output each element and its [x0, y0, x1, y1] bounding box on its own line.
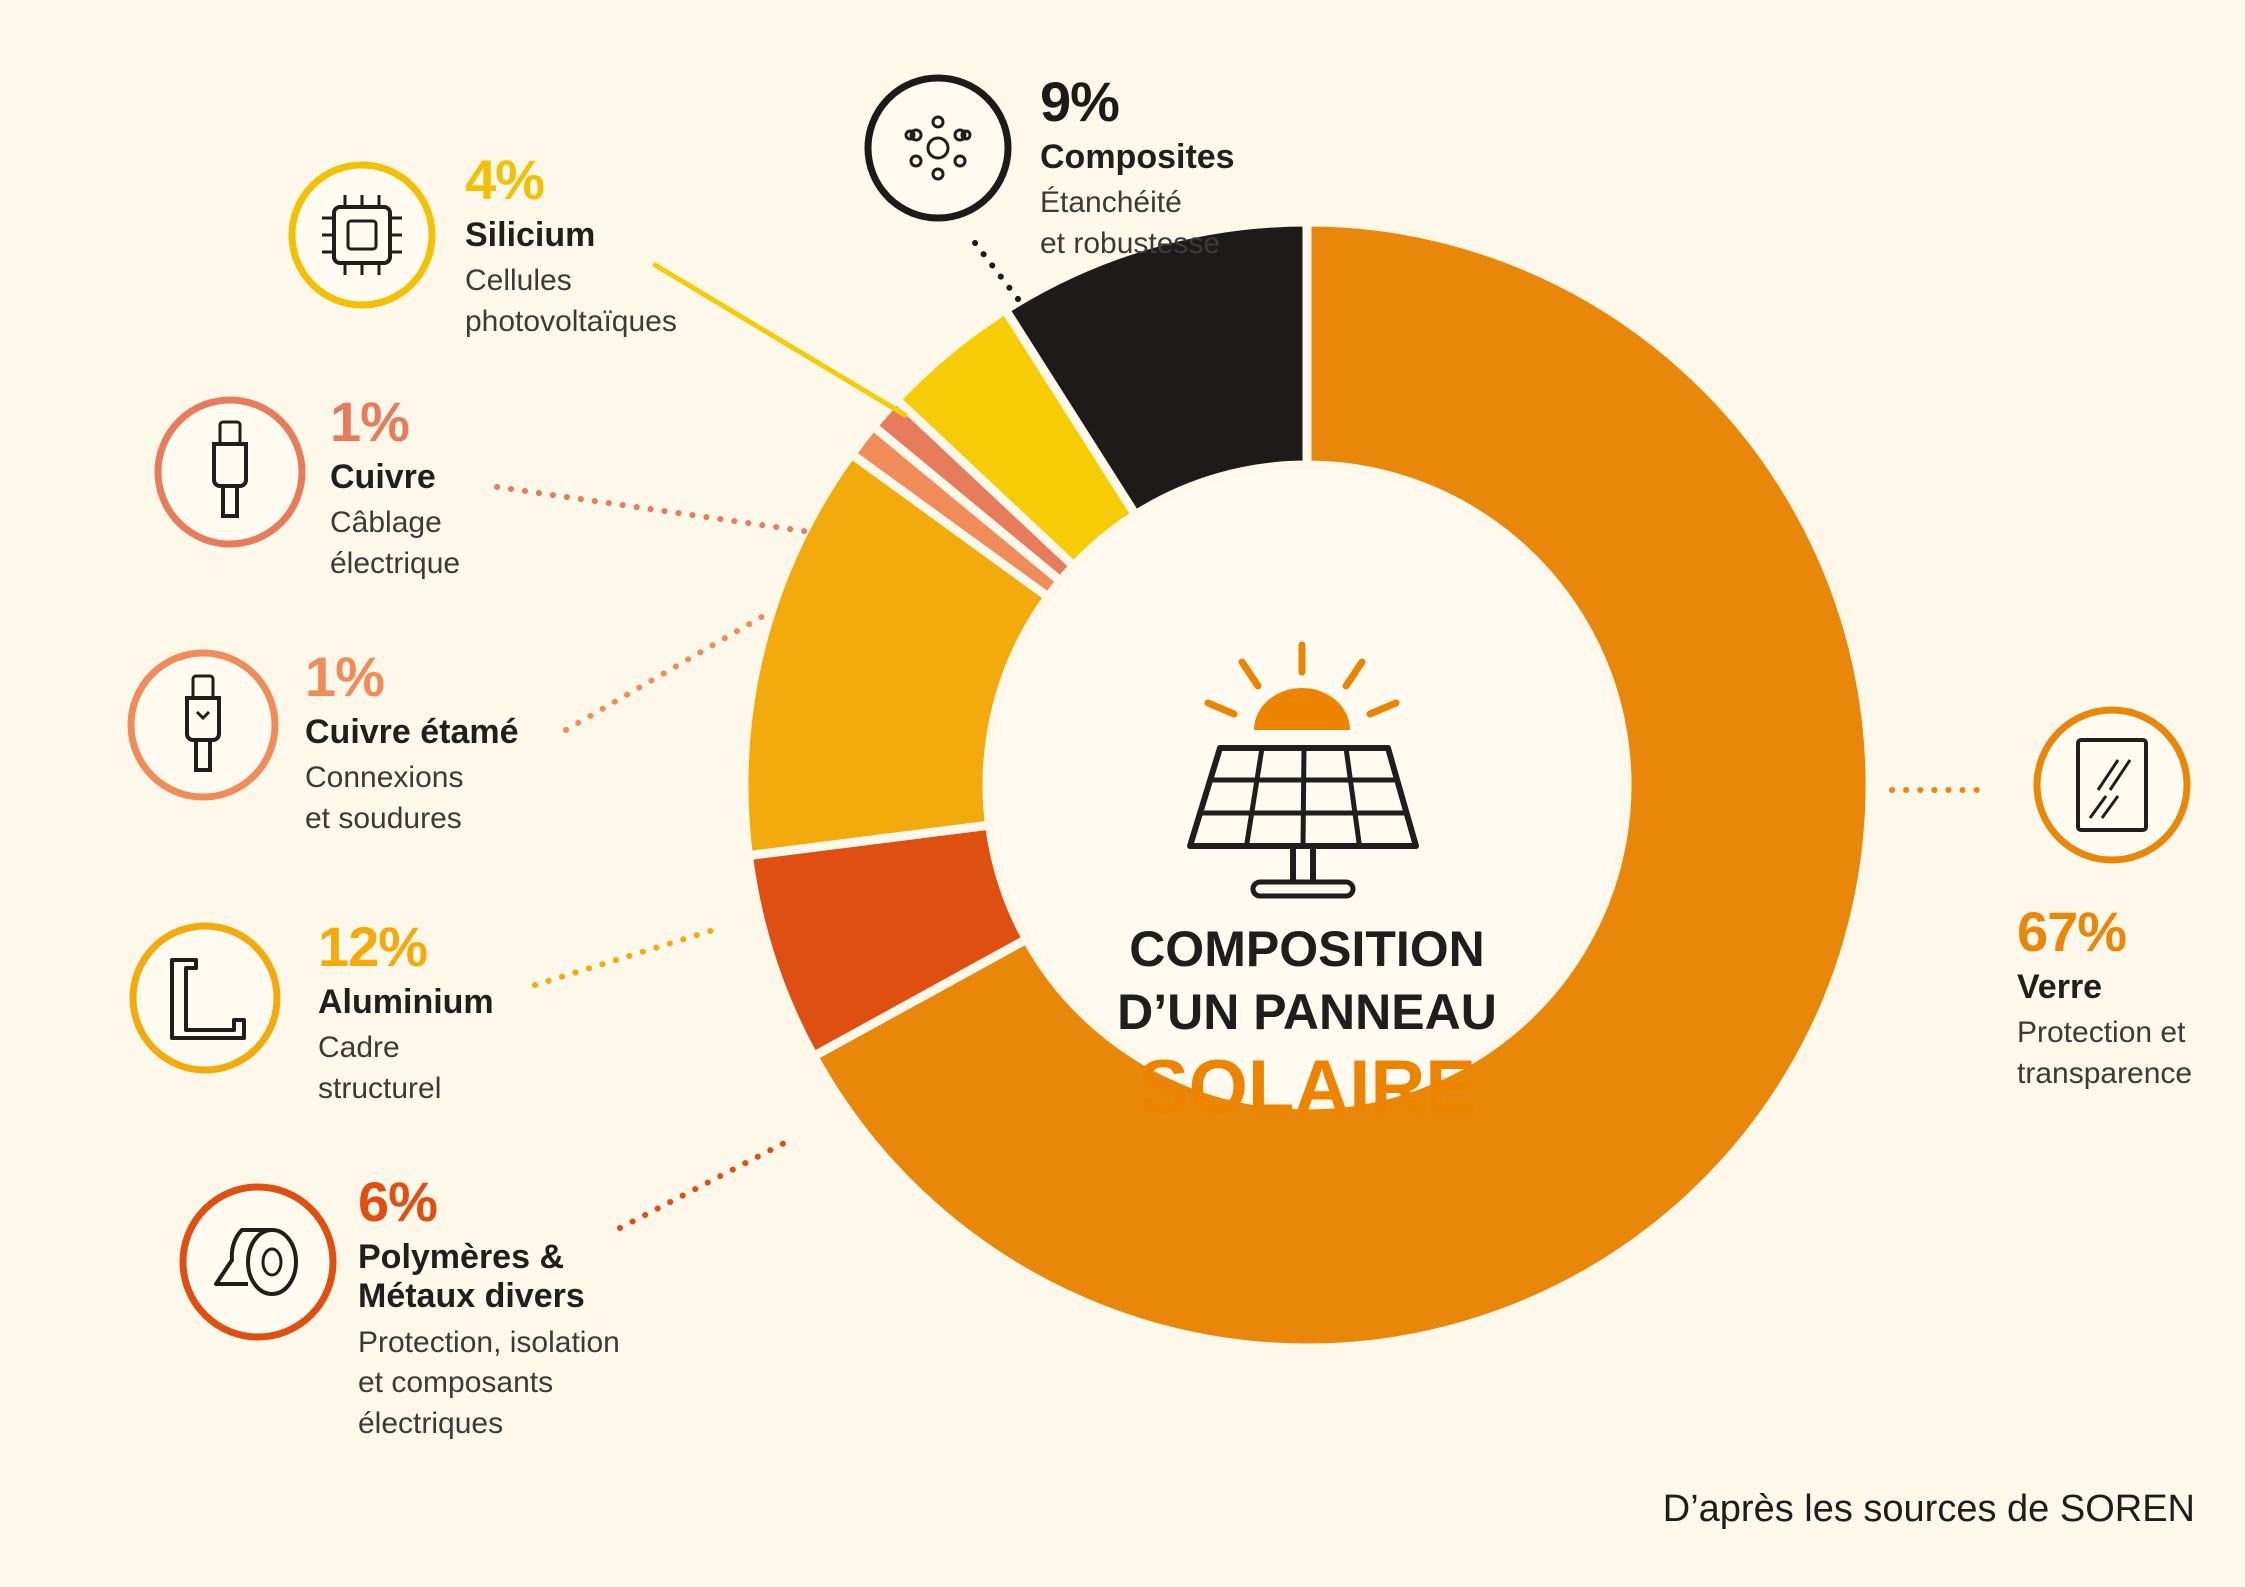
chart-title-accent: SOLAIRE: [1138, 1045, 1476, 1130]
pct-cuivre: 1%: [330, 390, 410, 453]
name-cuivre-etame: Cuivre étamé: [305, 713, 519, 752]
connector-aluminium: [532, 925, 723, 988]
name-composites: Composites: [1040, 138, 1235, 177]
connector-silicium: [652, 262, 908, 418]
cable-icon: [154, 396, 306, 548]
desc-aluminium: Cadre structurel: [318, 1031, 442, 1105]
label-polymeres: 6% Polymères & Métaux divers Protection,…: [358, 1170, 620, 1444]
desc-composites: Étanchéité et robustesse: [1040, 186, 1221, 260]
frame-profile-icon: [129, 922, 281, 1074]
solar-panel-icon: [1187, 641, 1419, 899]
desc-polymeres: Protection, isolation et composants élec…: [358, 1325, 620, 1440]
slice-aluminium: [739, 447, 1055, 861]
glass-pane-icon: [2033, 706, 2191, 864]
label-cuivre-etame: 1% Cuivre étamé Connexions et soudures: [305, 645, 519, 839]
pct-polymeres: 6%: [358, 1170, 438, 1233]
label-silicium: 4% Silicium Cellules photovoltaïques: [465, 148, 677, 342]
name-cuivre: Cuivre: [330, 458, 436, 497]
connector-composites: [972, 240, 1041, 328]
pct-cuivre-etame: 1%: [305, 645, 385, 708]
label-composites: 9% Composites Étanchéité et robustesse: [1040, 70, 1235, 264]
connector-cuivre-etame: [563, 609, 773, 733]
label-cuivre: 1% Cuivre Câblage électrique: [330, 390, 460, 584]
callout-icons: [127, 74, 2191, 1341]
name-polymeres: Polymères & Métaux divers: [358, 1238, 585, 1316]
name-silicium: Silicium: [465, 216, 596, 255]
slice-composites: [999, 217, 1312, 522]
label-aluminium: 12% Aluminium Cadre structurel: [318, 915, 494, 1109]
pct-verre: 67%: [2017, 900, 2127, 963]
desc-silicium: Cellules photovoltaïques: [465, 264, 677, 338]
source-note: D’après les sources de SOREN: [1662, 1488, 2195, 1530]
connector-polymeres: [617, 1137, 793, 1231]
name-aluminium: Aluminium: [318, 983, 494, 1022]
slice-verre: [807, 217, 1875, 1353]
tape-roll-icon: [179, 1183, 337, 1341]
chip-icon: [288, 161, 436, 309]
chart-title: COMPOSITION D’UN PANNEAU: [1057, 918, 1557, 1043]
donut-slices: [739, 217, 1875, 1353]
pct-composites: 9%: [1040, 70, 1120, 133]
connector-cuivre: [494, 484, 813, 535]
pct-silicium: 4%: [465, 148, 545, 211]
callout-connectors: [494, 240, 1985, 1231]
name-verre: Verre: [2017, 968, 2103, 1007]
chart-title-line1: COMPOSITION: [1129, 921, 1485, 977]
desc-verre: Protection et transparence: [2017, 1016, 2193, 1090]
desc-cuivre: Câblage électrique: [330, 506, 461, 580]
pct-aluminium: 12%: [318, 915, 428, 978]
tinned-cable-icon: [127, 649, 279, 801]
label-verre: 67% Verre Protection et transparence: [2017, 900, 2192, 1094]
desc-cuivre-etame: Connexions et soudures: [305, 761, 464, 835]
composite-dots-icon: [864, 74, 1012, 222]
chart-title-line2: D’UN PANNEAU: [1117, 983, 1497, 1040]
